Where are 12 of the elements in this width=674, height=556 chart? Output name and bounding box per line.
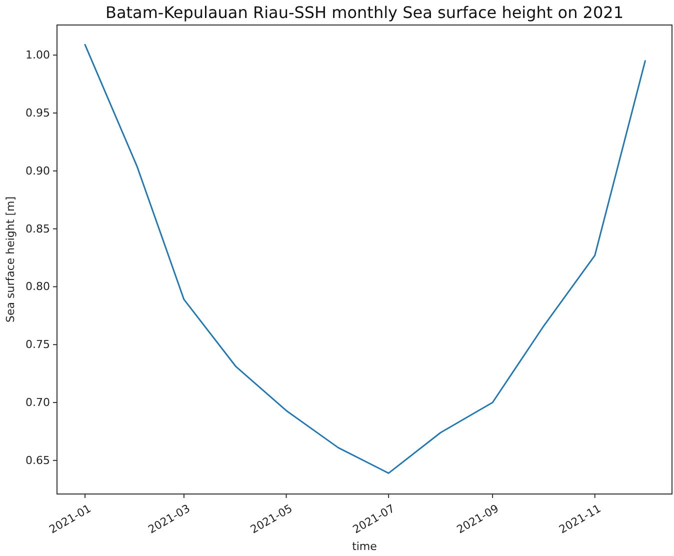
chart-title: Batam-Kepulauan Riau-SSH monthly Sea surface height on 2021	[105, 3, 624, 22]
y-tick-label: 0.65	[26, 454, 50, 467]
y-tick-label: 0.70	[26, 396, 50, 410]
line-series	[84, 44, 646, 474]
y-tick-label: 1.00	[26, 48, 50, 62]
y-tick-label: 0.75	[26, 338, 50, 352]
x-axis-title: time	[352, 540, 378, 553]
y-tick-label: 0.95	[26, 106, 50, 120]
y-tick-label: 0.80	[26, 280, 50, 294]
y-tick-label: 0.85	[26, 222, 50, 236]
y-axis-title: Sea surface height [m]	[4, 196, 17, 322]
y-tick-label: 0.90	[26, 164, 50, 178]
